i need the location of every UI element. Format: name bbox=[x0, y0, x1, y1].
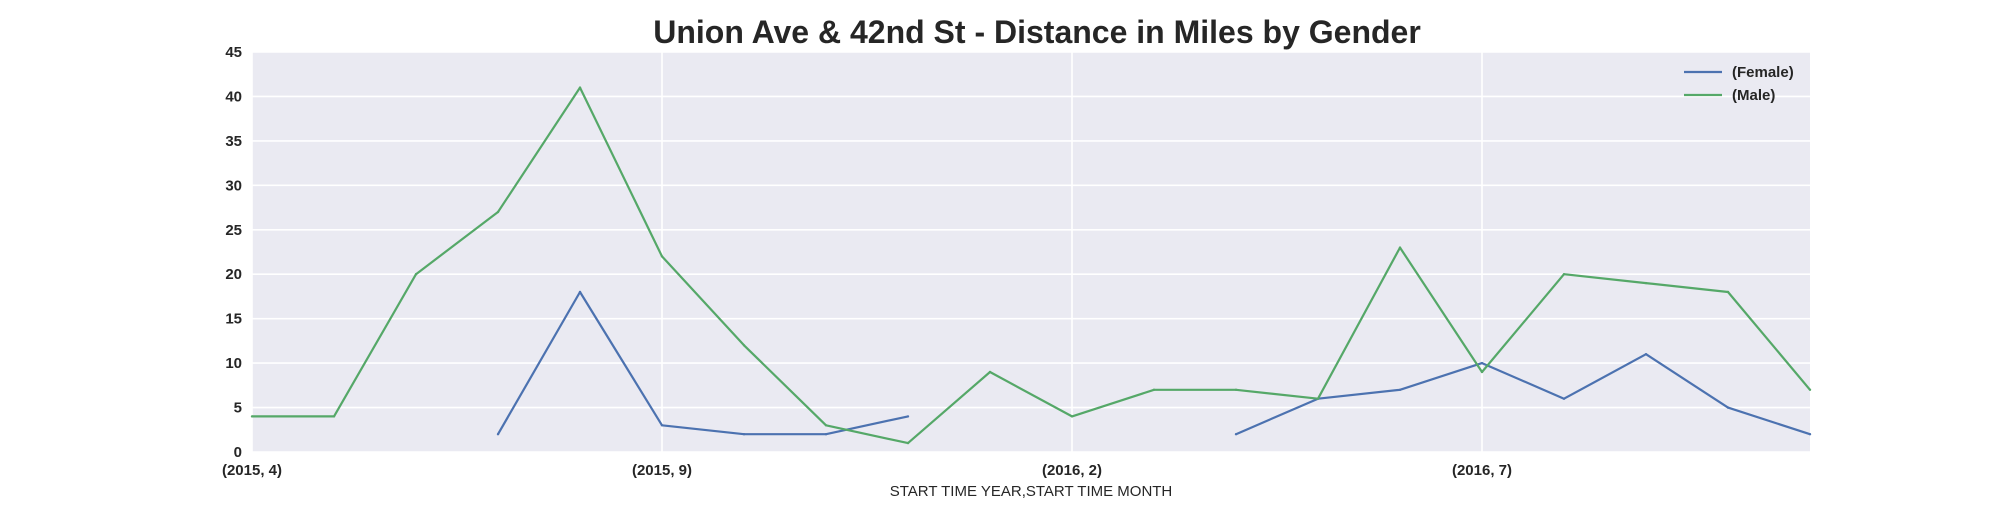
y-tick-label: 35 bbox=[225, 133, 242, 150]
plot-area bbox=[252, 52, 1810, 452]
series-group bbox=[250, 86, 1812, 445]
legend-item: (Male) bbox=[1684, 87, 1775, 104]
x-tick-label: (2016, 7) bbox=[1452, 462, 1512, 479]
x-axis: (2015, 4) (2015, 9) (2016, 2) (2016, 7) bbox=[222, 462, 1512, 479]
y-tick-label: 30 bbox=[225, 177, 242, 194]
series-line bbox=[252, 86, 1811, 445]
y-tick-label: 20 bbox=[225, 266, 242, 283]
y-tick-label: 15 bbox=[225, 311, 242, 328]
legend-label: (Female) bbox=[1732, 64, 1794, 81]
y-tick-label: 45 bbox=[225, 44, 242, 61]
x-axis-label: START TIME YEAR,START TIME MONTH bbox=[890, 483, 1173, 500]
y-tick-label: 25 bbox=[225, 222, 242, 239]
x-tick-label: (2015, 4) bbox=[222, 462, 282, 479]
grid bbox=[251, 51, 1810, 453]
legend-label: (Male) bbox=[1732, 87, 1775, 104]
chart-title: Union Ave & 42nd St - Distance in Miles … bbox=[653, 14, 1421, 50]
y-tick-label: 0 bbox=[234, 444, 242, 461]
x-tick-label: (2016, 2) bbox=[1042, 462, 1102, 479]
y-tick-label: 10 bbox=[225, 355, 242, 372]
series-line bbox=[1235, 353, 1811, 436]
series-male bbox=[250, 86, 1812, 445]
y-axis: 0 5 10 15 20 25 30 35 40 45 bbox=[225, 44, 242, 461]
series-line bbox=[497, 290, 909, 436]
y-tick-label: 5 bbox=[234, 400, 242, 417]
x-tick-label: (2015, 9) bbox=[632, 462, 692, 479]
legend: (Female) (Male) bbox=[1684, 64, 1794, 104]
series-female bbox=[496, 290, 1812, 436]
legend-item: (Female) bbox=[1684, 64, 1794, 81]
y-tick-label: 40 bbox=[225, 88, 242, 105]
